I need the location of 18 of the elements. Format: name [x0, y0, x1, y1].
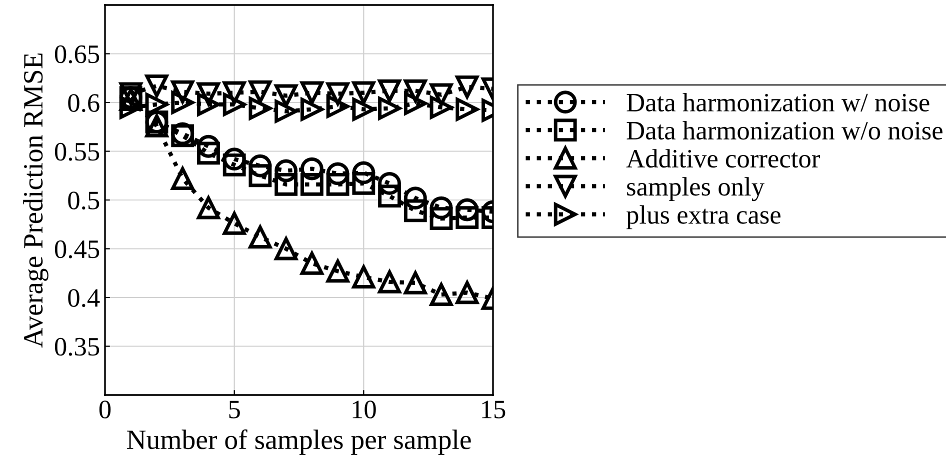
legend-label: Data harmonization w/o noise: [626, 121, 942, 140]
x-tick-label: 15: [482, 400, 506, 418]
y-tick-label: 0.55: [54, 142, 100, 161]
x-tick-label: 10: [352, 400, 376, 418]
y-tick-label: 0.35: [54, 338, 100, 356]
y-tick-label: 0.45: [54, 240, 100, 258]
y-tick-label: 0.5: [68, 192, 100, 210]
y-tick-label: 0.65: [54, 45, 100, 64]
x-tick-label: 0: [99, 400, 111, 418]
y-tick-label: 0.4: [68, 289, 100, 308]
y-tick-label: 0.6: [68, 94, 100, 112]
x-tick-label: 5: [229, 400, 240, 418]
legend-label: samples only: [627, 177, 764, 202]
y-axis-title: Average Prediction RMSE: [23, 54, 48, 348]
legend-label: plus extra case: [626, 205, 780, 230]
legend-label: Data harmonization w/ noise: [626, 92, 930, 112]
x-axis-title: Number of samples per sample: [127, 429, 471, 455]
legend-label: Additive corrector: [626, 149, 820, 168]
